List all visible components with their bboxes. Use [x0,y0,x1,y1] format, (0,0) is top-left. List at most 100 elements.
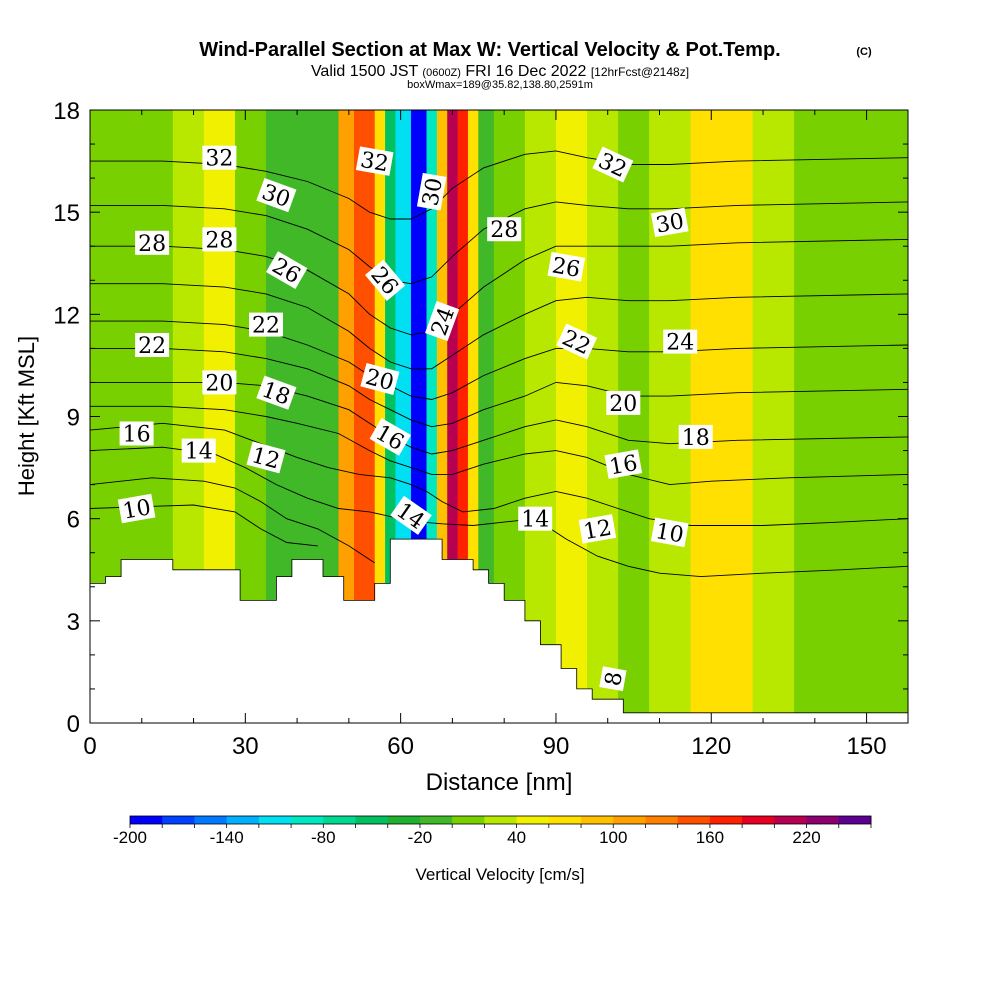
contour-label-box [425,301,460,342]
contour-label-text: 32 [205,147,233,172]
chart-subtitle: Valid 1500 JST (0600Z) FRI 16 Dec 2022 [… [311,63,689,80]
contour-label-box [604,449,643,479]
contour-label-box [119,421,154,446]
contour-label-text: 32 [358,148,390,177]
velocity-band-17 [467,110,479,723]
colorbar-tick-label: -20 [408,828,433,847]
colorbar-swatch [742,816,775,824]
colorbar-swatch [677,816,711,824]
contour-label-box [256,375,297,410]
contour-label-box [246,441,286,474]
isentrope-14 [90,446,908,578]
velocity-band-13 [426,110,438,723]
colorbar-swatch [387,816,421,824]
y-axis-label: Height [Kft MSL] [14,336,39,496]
isentrope-18 [90,405,908,486]
contour-label-box [135,230,170,255]
contour-label-text: 20 [205,371,233,396]
colorbar-label: Vertical Velocity [cm/s] [415,865,584,884]
velocity-band-21 [555,110,588,723]
velocity-band-26 [752,110,795,723]
contour-label-box [592,146,634,183]
colorbar-swatch [355,816,389,824]
isentrope-12 [90,477,375,564]
velocity-band-23 [618,110,650,723]
contour-label-text: 14 [185,440,213,465]
isentrope-26 [90,283,908,370]
terrain-outline [90,538,908,714]
colorbar-swatch [613,816,646,824]
y-tick-label: 12 [53,302,80,329]
contour-label-text: 30 [654,209,686,238]
contour-label-box [181,438,216,463]
contour-label-text: 14 [521,508,549,533]
colorbar-swatch [709,816,743,824]
contour-label-box [518,506,553,531]
colorbar-swatch [806,816,840,824]
vertical-velocity-field [90,110,908,723]
velocity-band-9 [374,110,386,723]
contour-label-box [556,323,598,360]
x-tick-label: 150 [847,733,887,760]
contour-label-box [364,259,406,302]
contour-label-text: 10 [654,519,686,548]
y-tick-label: 6 [67,507,80,534]
x-tick-label: 90 [543,733,570,760]
contour-label-18: 18 [678,424,713,451]
contour-label-box [599,666,627,692]
utc-time: (0600Z) [422,67,461,79]
velocity-band-8 [354,110,376,723]
contour-label-22: 22 [135,333,170,359]
contour-label-32: 32 [202,145,237,172]
contour-label-28: 28 [487,217,522,243]
contour-label-8: 8 [599,666,628,692]
x-tick-label: 0 [83,733,96,760]
contour-label-30: 30 [416,172,448,211]
contour-label-box [650,207,689,238]
contour-label-box [390,495,432,535]
contour-label-text: 24 [666,331,694,356]
contour-label-28: 28 [135,230,170,257]
colorbar-tick-label: 40 [507,828,526,847]
contour-label-16: 16 [604,449,643,480]
velocity-band-14 [436,110,448,723]
contour-label-box [369,418,412,456]
contour-label-text: 12 [582,516,614,545]
colorbar-swatch [452,816,485,824]
contour-label-box [678,424,713,449]
colorbar-tick-label: 100 [599,828,627,847]
colorbar-swatch [581,816,614,824]
velocity-band-10 [385,110,397,723]
contour-label-box [360,363,400,395]
forecast-info: [12hrFcst@2148z] [591,65,689,79]
contour-label-12: 12 [246,441,286,475]
contour-label-text: 28 [205,228,233,253]
contour-label-box [256,178,297,213]
contour-label-box [487,217,522,242]
contour-label-30: 30 [650,207,689,239]
contour-label-box [135,333,170,357]
contour-label-text: 22 [252,314,280,339]
contour-label-text: 20 [609,392,637,417]
x-axis-label: Distance [nm] [426,769,573,796]
velocity-band-15 [447,110,459,723]
box-wmax-info: boxWmax=189@35.82,138.80,2591m [407,79,593,91]
contour-label-10: 10 [650,517,689,549]
contour-label-box [606,390,641,415]
contour-label-text: 8 [601,670,628,688]
y-tick-label: 9 [67,405,80,432]
velocity-band-27 [794,110,847,723]
contour-label-20: 20 [202,370,237,396]
contour-label-text: 28 [138,232,166,257]
colorbar-swatch [291,816,324,824]
axes: 0 30 60 90 120 150 0 3 6 9 12 15 18 [53,98,908,760]
contour-label-32: 32 [355,146,394,177]
velocity-band-7 [338,110,355,723]
x-tick-label: 60 [387,733,414,760]
colorbar-swatch [645,816,679,824]
contour-label-box [249,312,283,337]
terrain-mask [90,539,908,723]
velocity-band-28 [845,110,908,723]
